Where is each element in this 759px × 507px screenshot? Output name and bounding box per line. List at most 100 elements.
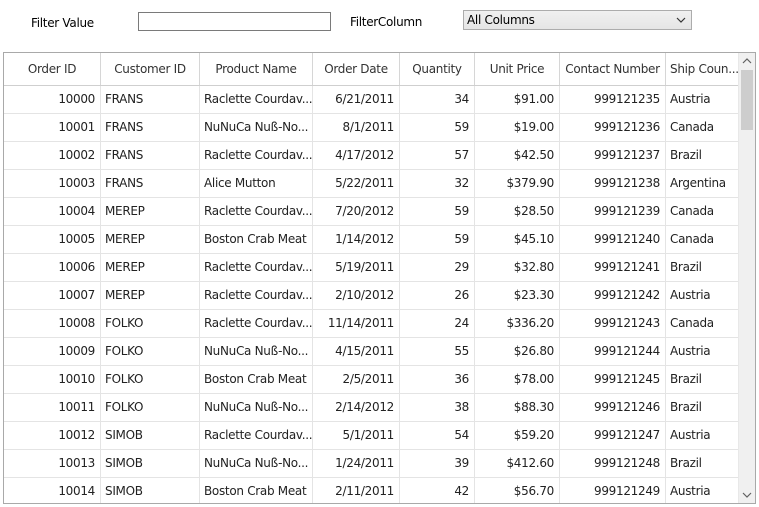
cell-product-name[interactable]: Raclette Courdav... [200,198,313,225]
cell-order-id[interactable]: 10008 [4,310,101,337]
cell-quantity[interactable]: 55 [400,338,475,365]
cell-contact-number[interactable]: 999121237 [560,142,666,169]
cell-contact-number[interactable]: 999121238 [560,170,666,197]
cell-customer-id[interactable]: FOLKO [101,310,200,337]
cell-order-id[interactable]: 10009 [4,338,101,365]
vertical-scrollbar[interactable] [738,53,755,503]
filter-column-dropdown[interactable]: All Columns [463,10,692,30]
cell-contact-number[interactable]: 999121245 [560,366,666,393]
cell-ship-country[interactable]: Brazil [670,260,702,274]
cell-order-date[interactable]: 1/14/2012 [313,226,400,253]
column-header-quantity[interactable]: Quantity [400,53,475,85]
cell-product-name[interactable]: Raclette Courdav... [200,310,313,337]
scrollbar-thumb[interactable] [741,70,753,130]
cell-ship-country[interactable]: Canada [670,232,714,246]
cell-ship-country[interactable]: Brazil [670,372,702,386]
cell-customer-id[interactable]: FRANS [101,142,200,169]
cell-unit-price[interactable]: $32.80 [475,254,560,281]
table-row[interactable]: 10008 FOLKO Raclette Courdav... 11/14/2011 2… [4,310,741,338]
cell-order-id[interactable]: 10005 [4,226,101,253]
cell-product-name[interactable]: NuNuCa Nuß-No... [200,450,313,477]
cell-contact-number[interactable]: 999121244 [560,338,666,365]
cell-product-name[interactable]: Raclette Courdav... [200,254,313,281]
cell-order-date[interactable]: 2/5/2011 [313,366,400,393]
cell-ship-country[interactable]: Brazil [670,148,702,162]
cell-contact-number[interactable]: 999121243 [560,310,666,337]
cell-contact-number[interactable]: 999121249 [560,478,666,503]
cell-order-id[interactable]: 10011 [4,394,101,421]
cell-ship-country[interactable]: Austria [670,484,711,498]
cell-order-id[interactable]: 10010 [4,366,101,393]
cell-contact-number[interactable]: 999121240 [560,226,666,253]
cell-unit-price[interactable]: $19.00 [475,114,560,141]
table-row[interactable]: 10007 MEREP Raclette Courdav... 2/10/2012 26… [4,282,741,310]
column-header-order-id[interactable]: Order ID [4,53,101,85]
cell-order-date[interactable]: 8/1/2011 [313,114,400,141]
cell-customer-id[interactable]: SIMOB [101,450,200,477]
cell-order-id[interactable]: 10002 [4,142,101,169]
cell-quantity[interactable]: 36 [400,366,475,393]
cell-quantity[interactable]: 57 [400,142,475,169]
cell-order-date[interactable]: 6/21/2011 [313,86,400,113]
column-header-product-name[interactable]: Product Name [200,53,313,85]
cell-customer-id[interactable]: FRANS [101,86,200,113]
cell-customer-id[interactable]: SIMOB [101,422,200,449]
cell-contact-number[interactable]: 999121235 [560,86,666,113]
cell-unit-price[interactable]: $26.80 [475,338,560,365]
cell-order-date[interactable]: 5/19/2011 [313,254,400,281]
cell-quantity[interactable]: 24 [400,310,475,337]
cell-order-date[interactable]: 2/11/2011 [313,478,400,503]
cell-ship-country[interactable]: Brazil [670,456,702,470]
cell-order-date[interactable]: 7/20/2012 [313,198,400,225]
cell-order-date[interactable]: 11/14/2011 [313,310,400,337]
cell-unit-price[interactable]: $56.70 [475,478,560,503]
cell-order-id[interactable]: 10007 [4,282,101,309]
column-header-order-date[interactable]: Order Date [313,53,400,85]
cell-unit-price[interactable]: $88.30 [475,394,560,421]
cell-customer-id[interactable]: MEREP [101,226,200,253]
cell-product-name[interactable]: Raclette Courdav... [200,422,313,449]
column-header-customer-id[interactable]: Customer ID [101,53,200,85]
cell-order-id[interactable]: 10014 [4,478,101,503]
cell-order-date[interactable]: 4/17/2012 [313,142,400,169]
cell-quantity[interactable]: 32 [400,170,475,197]
cell-contact-number[interactable]: 999121242 [560,282,666,309]
cell-order-id[interactable]: 10006 [4,254,101,281]
cell-customer-id[interactable]: FOLKO [101,394,200,421]
cell-order-date[interactable]: 5/1/2011 [313,422,400,449]
cell-customer-id[interactable]: SIMOB [101,478,200,503]
cell-order-id[interactable]: 10003 [4,170,101,197]
table-row[interactable]: 10003 FRANS Alice Mutton 5/22/2011 32 $379.90… [4,170,741,198]
cell-quantity[interactable]: 34 [400,86,475,113]
arrow-up-icon[interactable] [739,53,755,69]
cell-unit-price[interactable]: $379.90 [475,170,560,197]
cell-contact-number[interactable]: 999121246 [560,394,666,421]
cell-customer-id[interactable]: MEREP [101,282,200,309]
cell-unit-price[interactable]: $42.50 [475,142,560,169]
cell-customer-id[interactable]: FRANS [101,170,200,197]
cell-product-name[interactable]: Raclette Courdav... [200,282,313,309]
cell-customer-id[interactable]: FOLKO [101,338,200,365]
cell-quantity[interactable]: 39 [400,450,475,477]
cell-order-date[interactable]: 5/22/2011 [313,170,400,197]
cell-quantity[interactable]: 42 [400,478,475,503]
cell-ship-country[interactable]: Brazil [670,400,702,414]
cell-contact-number[interactable]: 999121248 [560,450,666,477]
table-row[interactable]: 10006 MEREP Raclette Courdav... 5/19/2011 29… [4,254,741,282]
cell-ship-country[interactable]: Argentina [670,176,726,190]
table-row[interactable]: 10014 SIMOB Boston Crab Meat 2/11/2011 42 $56… [4,478,741,503]
arrow-down-icon[interactable] [739,487,755,503]
cell-customer-id[interactable]: MEREP [101,254,200,281]
cell-ship-country[interactable]: Canada [670,120,714,134]
cell-unit-price[interactable]: $412.60 [475,450,560,477]
cell-customer-id[interactable]: FOLKO [101,366,200,393]
cell-ship-country[interactable]: Austria [670,288,711,302]
cell-unit-price[interactable]: $91.00 [475,86,560,113]
column-header-ship-country[interactable]: Ship Coun... [670,62,739,76]
cell-quantity[interactable]: 26 [400,282,475,309]
column-header-contact-number[interactable]: Contact Number [560,53,666,85]
cell-product-name[interactable]: Raclette Courdav... [200,142,313,169]
table-row[interactable]: 10013 SIMOB NuNuCa Nuß-No... 1/24/2011 39 $41… [4,450,741,478]
cell-unit-price[interactable]: $28.50 [475,198,560,225]
cell-unit-price[interactable]: $336.20 [475,310,560,337]
